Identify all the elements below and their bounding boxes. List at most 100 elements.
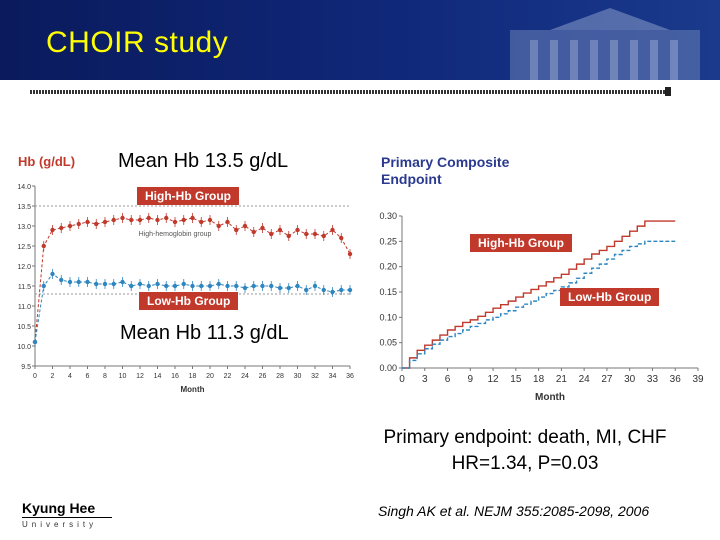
data-point (172, 283, 178, 289)
data-point (50, 227, 55, 233)
x-tick-label: 33 (647, 374, 659, 385)
x-tick-label: 39 (692, 374, 704, 385)
building-image (510, 8, 700, 80)
x-tick-label: 16 (171, 373, 179, 380)
x-tick-label: 18 (533, 374, 545, 385)
data-point (199, 219, 204, 225)
data-point (312, 231, 318, 237)
y-tick-label: 10.5 (17, 324, 31, 331)
x-tick-label: 0 (33, 373, 37, 380)
logo-sub: University (22, 520, 98, 529)
group-annotation: High-hemoglobin group (139, 231, 212, 238)
x-tick-label: 21 (556, 374, 568, 385)
y-tick-label: 0.25 (379, 236, 397, 246)
x-tick-label: 36 (346, 373, 354, 380)
x-tick-label: 30 (294, 373, 302, 380)
y-tick-label: 12.0 (17, 264, 31, 271)
data-point (85, 219, 90, 225)
x-tick-label: 22 (224, 373, 232, 380)
data-point (242, 223, 248, 229)
data-point (304, 231, 309, 237)
x-tick-label: 4 (68, 373, 72, 380)
x-tick-label: 24 (241, 373, 249, 380)
left-ylabel: Hb (g/dL) (18, 154, 76, 169)
data-point (207, 283, 213, 289)
right-high-badge: High-Hb Group (470, 234, 572, 252)
data-point (102, 281, 108, 287)
data-point (41, 243, 46, 249)
endpoint-line-1: Primary endpoint: death, MI, CHF (383, 427, 667, 448)
slide-header (0, 0, 720, 80)
y-tick-label: 0.05 (379, 338, 397, 348)
data-point (67, 279, 73, 285)
data-point (76, 221, 81, 227)
data-point (304, 287, 309, 293)
x-tick-label: 34 (329, 373, 337, 380)
x-tick-label: 6 (86, 373, 90, 380)
data-point (50, 271, 55, 277)
x-tick-label: 27 (601, 374, 613, 385)
annotation-low: Mean Hb 11.3 g/dL (120, 322, 289, 344)
x-tick-label: 30 (624, 374, 636, 385)
data-point (295, 283, 300, 289)
right-low-badge: Low-Hb Group (560, 288, 660, 306)
data-point (181, 217, 186, 223)
data-point (207, 217, 213, 223)
data-point (137, 217, 143, 223)
data-point (129, 217, 134, 223)
data-point (155, 281, 160, 287)
data-point (190, 283, 195, 289)
data-point (59, 277, 64, 283)
data-point (295, 227, 300, 233)
y-tick-label: 14.0 (17, 184, 31, 191)
data-point (216, 223, 221, 229)
divider-cap (665, 87, 671, 96)
data-point (120, 215, 125, 221)
data-point (120, 279, 125, 285)
citation: Singh AK et al. NEJM 355:2085-2098, 2006 (378, 503, 650, 519)
x-tick-label: 36 (670, 374, 682, 385)
x-tick-label: 32 (311, 373, 319, 380)
x-tick-label: 8 (103, 373, 107, 380)
data-point (76, 279, 81, 285)
data-point (242, 285, 248, 291)
data-point (225, 283, 230, 289)
data-point (137, 281, 143, 287)
x-tick-label: 10 (119, 373, 127, 380)
data-point (234, 283, 239, 289)
data-point (321, 287, 326, 293)
data-point (216, 281, 221, 287)
data-point (59, 225, 64, 231)
data-point (94, 221, 99, 227)
y-tick-label: 0.15 (379, 287, 397, 297)
data-point (164, 283, 169, 289)
data-point (181, 281, 186, 287)
x-axis-label: Month (535, 392, 565, 403)
data-point (102, 219, 108, 225)
x-tick-label: 12 (136, 373, 144, 380)
x-tick-label: 28 (276, 373, 284, 380)
data-point (225, 219, 230, 225)
logo-rule (22, 517, 112, 518)
data-point (260, 283, 265, 289)
data-point (286, 285, 291, 291)
x-tick-label: 18 (189, 373, 197, 380)
data-point (234, 227, 239, 233)
data-point (312, 283, 318, 289)
y-tick-label: 0.30 (379, 211, 397, 221)
right-chart-title: Primary Composite Endpoint (381, 154, 551, 188)
km-curve-high (402, 220, 676, 369)
data-point (286, 233, 291, 239)
data-point (339, 235, 344, 241)
y-tick-label: 0.00 (379, 363, 397, 373)
data-point (260, 225, 265, 231)
data-point (347, 287, 353, 293)
data-point (164, 215, 169, 221)
data-point (339, 287, 344, 293)
data-point (251, 283, 256, 289)
annotation-high: Mean Hb 13.5 g/dL (118, 150, 289, 172)
x-tick-label: 0 (399, 374, 405, 385)
x-tick-label: 15 (510, 374, 522, 385)
data-point (94, 281, 99, 287)
data-point (146, 283, 151, 289)
